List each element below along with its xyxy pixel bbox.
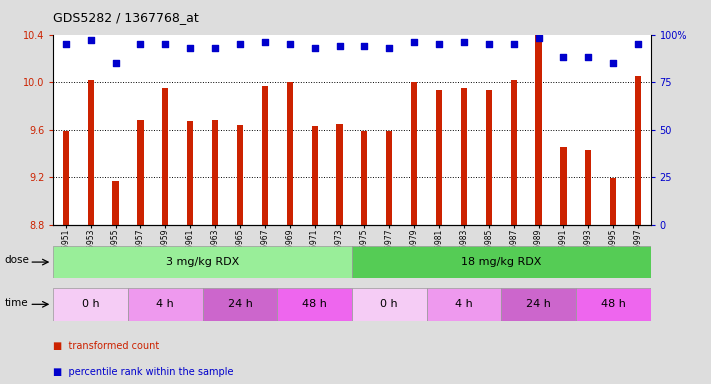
Bar: [311, 126, 318, 225]
Point: [533, 35, 545, 41]
Text: ■  percentile rank within the sample: ■ percentile rank within the sample: [53, 367, 234, 377]
Bar: [501, 288, 576, 321]
Point: [557, 54, 569, 60]
Bar: [560, 147, 567, 225]
Point: [159, 41, 171, 47]
Point: [358, 43, 370, 49]
Point: [607, 60, 619, 66]
Point: [209, 45, 220, 51]
Text: time: time: [4, 298, 28, 308]
Text: 0 h: 0 h: [380, 299, 398, 310]
Bar: [53, 246, 352, 278]
Point: [408, 39, 419, 45]
Bar: [436, 90, 442, 225]
Bar: [510, 80, 517, 225]
Text: 4 h: 4 h: [455, 299, 473, 310]
Text: 24 h: 24 h: [526, 299, 551, 310]
Bar: [411, 82, 417, 225]
Point: [508, 41, 519, 47]
Text: 48 h: 48 h: [302, 299, 327, 310]
Point: [384, 45, 395, 51]
Point: [259, 39, 270, 45]
Bar: [112, 181, 119, 225]
Point: [85, 37, 97, 43]
Point: [483, 41, 494, 47]
Point: [135, 41, 146, 47]
Bar: [87, 80, 94, 225]
Bar: [128, 288, 203, 321]
Bar: [203, 288, 277, 321]
Text: dose: dose: [4, 255, 29, 265]
Bar: [162, 88, 169, 225]
Bar: [187, 121, 193, 225]
Text: 4 h: 4 h: [156, 299, 174, 310]
Text: 48 h: 48 h: [601, 299, 626, 310]
Bar: [352, 288, 427, 321]
Bar: [386, 131, 392, 225]
Point: [458, 39, 469, 45]
Point: [185, 45, 196, 51]
Text: GDS5282 / 1367768_at: GDS5282 / 1367768_at: [53, 12, 199, 25]
Bar: [212, 120, 218, 225]
Text: 24 h: 24 h: [228, 299, 252, 310]
Point: [234, 41, 246, 47]
Bar: [361, 131, 368, 225]
Point: [433, 41, 445, 47]
Text: 18 mg/kg RDX: 18 mg/kg RDX: [461, 257, 542, 267]
Bar: [53, 288, 128, 321]
Bar: [635, 76, 641, 225]
Point: [60, 41, 71, 47]
Point: [284, 41, 296, 47]
Bar: [585, 150, 592, 225]
Bar: [287, 82, 293, 225]
Bar: [461, 88, 467, 225]
Bar: [610, 178, 616, 225]
Point: [309, 45, 320, 51]
Bar: [237, 125, 243, 225]
Text: ■  transformed count: ■ transformed count: [53, 341, 159, 351]
Bar: [336, 124, 343, 225]
Bar: [137, 120, 144, 225]
Bar: [576, 288, 651, 321]
Bar: [427, 288, 501, 321]
Bar: [535, 35, 542, 225]
Bar: [352, 246, 651, 278]
Bar: [277, 288, 352, 321]
Text: 3 mg/kg RDX: 3 mg/kg RDX: [166, 257, 240, 267]
Bar: [262, 86, 268, 225]
Point: [633, 41, 644, 47]
Point: [583, 54, 594, 60]
Point: [333, 43, 345, 49]
Point: [109, 60, 121, 66]
Bar: [486, 90, 492, 225]
Bar: [63, 131, 69, 225]
Text: 0 h: 0 h: [82, 299, 100, 310]
